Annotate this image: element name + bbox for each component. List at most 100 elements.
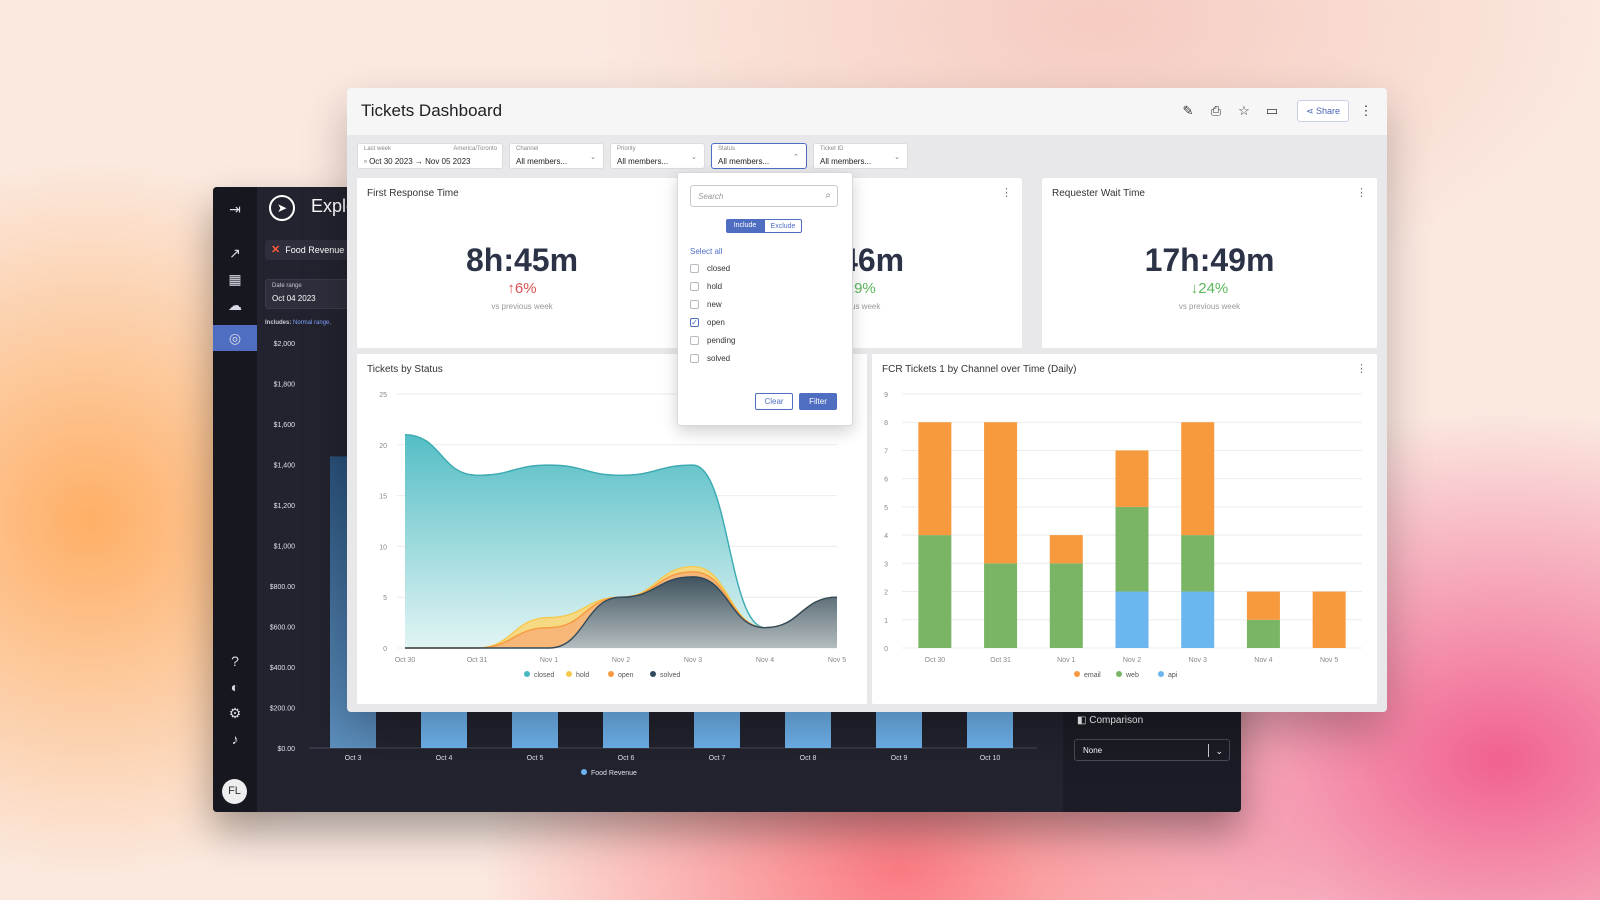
kpi-delta: ↑6% xyxy=(507,280,537,297)
x-tick-label: Oct 31 xyxy=(467,657,488,664)
more-vertical-icon[interactable]: ⋮ xyxy=(1356,363,1367,375)
kpi-note: vs previous week xyxy=(1178,302,1241,311)
filter-ticket-id[interactable]: Ticket ID All members... ⌄ xyxy=(813,143,908,169)
x-tick-label: Oct 8 xyxy=(800,755,817,762)
filter-date-values: ▫ Oct 30 2023 → Nov 05 2023 xyxy=(364,157,471,166)
x-tick-label: Oct 30 xyxy=(925,657,946,664)
present-screen-icon[interactable]: ▭ xyxy=(1265,103,1279,118)
option-label: pending xyxy=(707,336,736,345)
area-solved xyxy=(405,576,837,648)
filter-priority[interactable]: Priority All members... ⌄ xyxy=(610,143,705,169)
more-vertical-icon[interactable]: ⋮ xyxy=(1356,187,1367,199)
legend-label-api: api xyxy=(1168,672,1178,679)
comparison-select[interactable]: None ⌄ xyxy=(1074,739,1230,761)
edit-pencil-icon[interactable]: ✎ xyxy=(1182,103,1194,118)
tickets-by-status-chart: 0 5 10 15 20 25 Oct 30 Oct 31 Nov 1 Nov 2 Nov 3 Nov… xyxy=(379,392,846,679)
dashboard-grid-icon[interactable]: ▦ xyxy=(228,271,242,287)
arrow-down-icon: ↓ xyxy=(1190,280,1199,297)
checkbox[interactable] xyxy=(690,300,699,309)
print-icon[interactable]: ⎙ xyxy=(1210,103,1222,118)
filter-status[interactable]: Status All members... ⌃ xyxy=(711,143,807,169)
more-vertical-icon[interactable]: ⋮ xyxy=(1001,187,1012,199)
checkbox[interactable] xyxy=(690,354,699,363)
x-tick-label: Oct 10 xyxy=(980,755,1001,762)
kpi-note: vs previous week xyxy=(491,302,553,311)
tickets-by-status-card: Tickets by Status 0 5 10 15 20 25 Oct 30 Oct 31… xyxy=(357,354,867,704)
x-tick-label: Oct 7 xyxy=(709,755,726,762)
includes-link[interactable]: Normal range, xyxy=(293,320,332,326)
remove-x-icon[interactable]: ✕ xyxy=(271,244,281,256)
x-tick-label: Nov 2 xyxy=(612,657,630,664)
y-tick-label: $0.00 xyxy=(277,746,295,753)
back-page-title: Explo xyxy=(311,196,357,216)
trend-icon[interactable]: ↗ xyxy=(229,245,241,261)
y-tick-label: 0 xyxy=(383,646,387,653)
legend-swatch-solved xyxy=(650,671,656,677)
explore-compass-icon[interactable]: ◎ xyxy=(228,330,242,346)
x-tick-label: Nov 4 xyxy=(1254,657,1272,664)
legend-label-email: email xyxy=(1084,672,1101,679)
date-range-picker[interactable]: Date range Oct 04 2023 xyxy=(265,279,351,309)
dashboard-window: Tickets Dashboard ✎ ⎙ ☆ ▭ ⋖ Share ⋮ Last… xyxy=(347,88,1387,712)
avatar[interactable]: FL xyxy=(222,779,247,804)
filter-label: Priority xyxy=(617,146,636,152)
legend-label-hold: hold xyxy=(576,672,589,679)
search-placeholder: Search xyxy=(698,192,724,201)
palette-icon[interactable]: ◐ xyxy=(230,679,240,695)
option-label: solved xyxy=(707,354,731,363)
search-input[interactable]: Search ⌕ xyxy=(690,185,838,207)
checkbox-checked[interactable]: ✓ xyxy=(690,318,699,327)
y-tick-label: $200.00 xyxy=(270,706,295,713)
y-tick-label: 3 xyxy=(884,561,888,568)
bar-web xyxy=(1115,506,1149,592)
filter-value: All members... xyxy=(718,157,770,166)
x-tick-label: Oct 9 xyxy=(891,755,908,762)
more-vertical-icon[interactable]: ⋮ xyxy=(1359,103,1373,118)
filter-channel[interactable]: Channel All members... ⌄ xyxy=(509,143,604,169)
arrow-up-icon: ↑ xyxy=(507,280,515,297)
bar-email xyxy=(1115,450,1149,507)
x-tick-label: Oct 6 xyxy=(618,755,635,762)
cloud-icon[interactable]: ☁ xyxy=(228,297,242,313)
filter-button[interactable]: Filter xyxy=(799,393,837,410)
option-label: open xyxy=(707,318,725,327)
metric-chip[interactable]: ✕ Food Revenue xyxy=(265,240,353,260)
card-title: FCR Tickets 1 by Channel over Time (Dail… xyxy=(882,364,1077,375)
settings-gear-icon[interactable]: ⚙ xyxy=(228,705,242,721)
status-dropdown: Search ⌕ Include Exclude Select all clos… xyxy=(677,172,853,426)
legend-swatch xyxy=(581,769,587,775)
legend-label-solved: solved xyxy=(660,672,680,679)
option-label: closed xyxy=(707,264,731,273)
x-tick-label: Nov 3 xyxy=(1189,657,1207,664)
fcr-tickets-card: FCR Tickets 1 by Channel over Time (Dail… xyxy=(872,354,1377,704)
filter-value: All members... xyxy=(617,157,669,166)
bell-icon[interactable]: ♪ xyxy=(231,731,239,747)
header-actions: ✎ ⎙ ☆ ▭ ⋖ Share ⋮ xyxy=(1175,100,1375,124)
select-all-link[interactable]: Select all xyxy=(690,247,723,256)
star-icon[interactable]: ☆ xyxy=(1238,103,1250,118)
expand-sidebar-icon[interactable]: ⇥ xyxy=(229,201,241,217)
checkbox[interactable] xyxy=(690,336,699,345)
kpi-requester-wait-time: Requester Wait Time ⋮ 17h:49m ↓24% vs pr… xyxy=(1042,178,1377,348)
filter-date-range[interactable]: Last week America/Toronto ▫ Oct 30 2023 … xyxy=(357,143,503,169)
date-range-label: Date range xyxy=(272,283,302,289)
checkbox[interactable] xyxy=(690,264,699,273)
x-tick-label: Nov 1 xyxy=(540,657,558,664)
x-tick-label: Nov 2 xyxy=(1123,657,1141,664)
chevron-up-icon: ⌃ xyxy=(793,154,799,161)
help-icon[interactable]: ? xyxy=(231,653,239,669)
kpi-delta: ↓24% xyxy=(1190,280,1229,297)
clear-button[interactable]: Clear xyxy=(755,393,793,410)
checkbox[interactable] xyxy=(690,282,699,291)
chevron-down-icon: ⌄ xyxy=(590,154,596,161)
kpi-first-response-time: First Response Time 8h:45m ↑6% vs previo… xyxy=(357,178,687,348)
include-button[interactable]: Include xyxy=(726,219,764,233)
share-button[interactable]: ⋖ Share xyxy=(1297,100,1349,122)
y-tick-label: $1,200 xyxy=(274,503,296,510)
filter-label: Status xyxy=(718,146,736,152)
y-tick-label: 15 xyxy=(379,494,387,501)
x-tick-label: Oct 31 xyxy=(990,657,1011,664)
includes-note: Includes: Normal range, xyxy=(265,320,331,326)
exclude-button[interactable]: Exclude xyxy=(764,219,802,233)
chevron-down-icon: ⌄ xyxy=(691,154,697,161)
